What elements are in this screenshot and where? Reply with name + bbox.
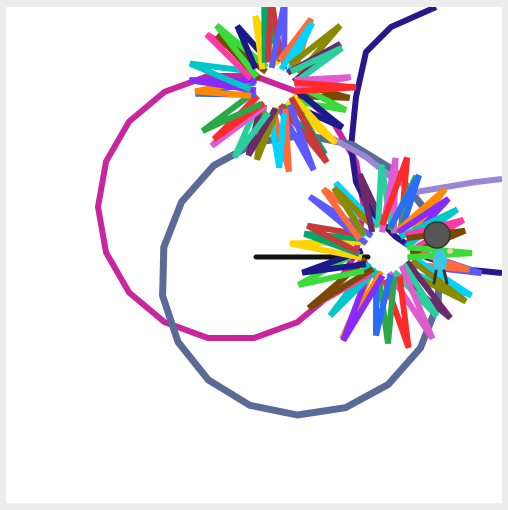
turtle-leg-left: [432, 269, 438, 285]
turtle-leg-right: [442, 269, 449, 285]
turtle-hand: [447, 248, 453, 254]
top-star-burst-stroke: [245, 102, 279, 157]
top-star-burst-stroke: [270, 108, 292, 173]
top-star-burst-stroke: [277, 103, 317, 172]
drawing-svg: [95, 7, 502, 419]
right-star-burst-stroke: [340, 268, 386, 343]
turtle-head: [423, 221, 451, 249]
drawing-canvas[interactable]: [6, 7, 502, 503]
right-star-burst-stroke: [297, 249, 365, 288]
top-star-burst-stroke: [231, 104, 271, 159]
top-star-burst-stroke: [289, 45, 344, 84]
turtle-body: [433, 249, 447, 273]
right-star-burst-stroke: [303, 230, 363, 257]
right-star-burst-stroke: [396, 186, 448, 241]
top-star-burst-stroke: [267, 113, 288, 169]
top-star-burst-stroke: [268, 7, 288, 70]
right-star-burst-stroke: [306, 222, 365, 255]
top-star-burst-stroke: [200, 89, 263, 134]
right-star-burst-stroke: [331, 185, 377, 237]
right-star-burst-stroke: [387, 173, 422, 233]
turtle-sprite[interactable]: [423, 221, 453, 285]
top-star-burst-stroke: [188, 60, 256, 93]
right-star-burst-stroke: [301, 247, 367, 276]
right-star-burst-stroke: [373, 272, 394, 337]
top-star-burst-stroke: [294, 79, 357, 95]
right-star-burst-stroke: [407, 244, 473, 261]
